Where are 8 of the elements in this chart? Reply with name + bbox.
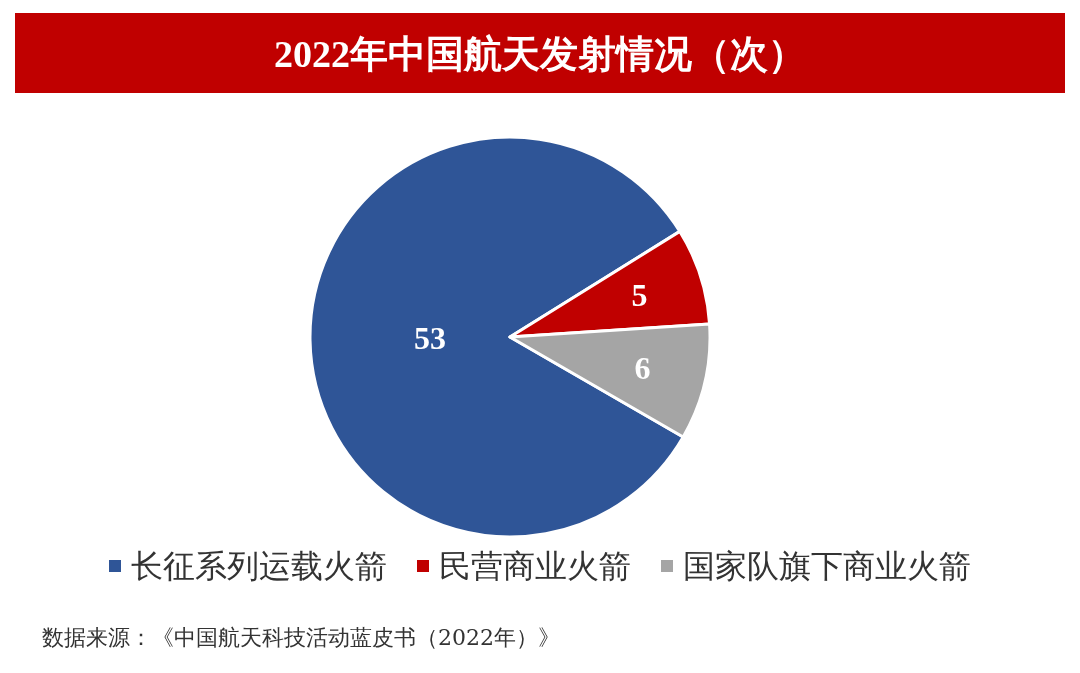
legend-label: 长征系列运载火箭 [131, 547, 387, 585]
data-label: 53 [414, 320, 447, 357]
data-label: 5 [631, 277, 648, 314]
chart-title: 2022年中国航天发射情况（次） [274, 33, 806, 75]
source-note: 数据来源：《中国航天科技活动蓝皮书（2022年）》 [42, 625, 560, 650]
legend-label: 民营商业火箭 [439, 547, 631, 585]
data-label: 6 [634, 349, 651, 386]
legend-label: 国家队旗下商业火箭 [683, 547, 971, 585]
